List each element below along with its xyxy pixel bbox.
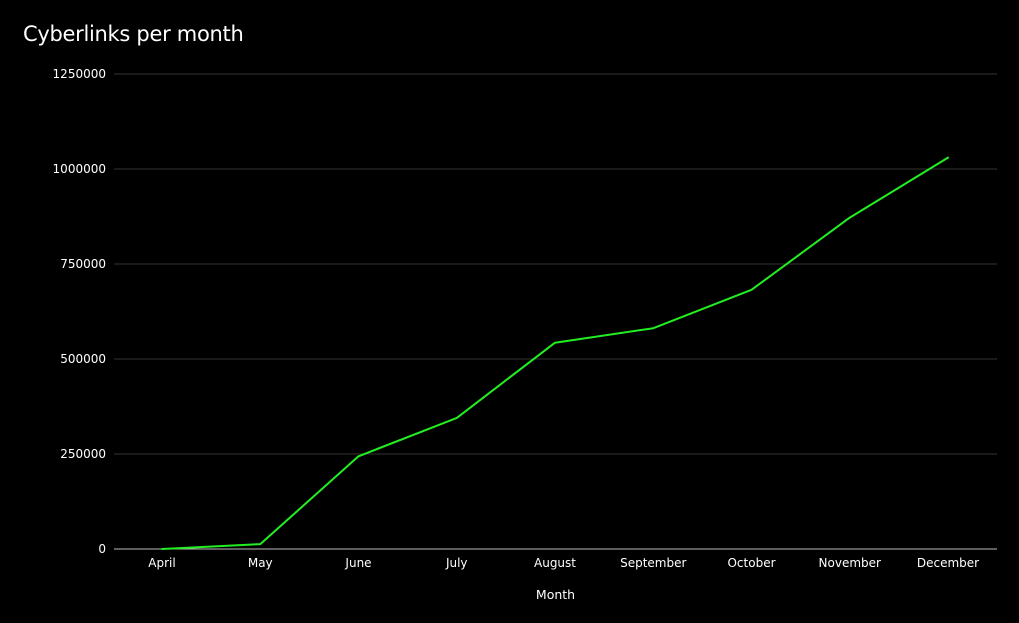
- x-tick-label: April: [148, 556, 175, 570]
- x-tick-label: June: [344, 556, 371, 570]
- y-tick-label: 1000000: [53, 162, 106, 176]
- x-tick-label: September: [620, 556, 686, 570]
- y-tick-label: 250000: [60, 447, 106, 461]
- x-tick-label: August: [534, 556, 576, 570]
- x-axis-label: Month: [536, 587, 575, 602]
- y-tick-label: 0: [98, 542, 106, 556]
- x-axis-tick-labels: April May June July August September October No…: [148, 556, 979, 570]
- x-tick-label: November: [819, 556, 881, 570]
- x-tick-label: October: [727, 556, 775, 570]
- gridlines: [114, 73, 997, 455]
- x-tick-label: July: [445, 556, 468, 570]
- x-tick-label: May: [248, 556, 273, 570]
- series-layer: [161, 156, 949, 550]
- y-tick-label: 750000: [60, 257, 106, 271]
- x-tick-label: December: [917, 556, 979, 570]
- y-tick-label: 500000: [60, 352, 106, 366]
- series-line: [161, 156, 949, 550]
- chart-title: Cyberlinks per month: [23, 22, 244, 46]
- y-tick-label: 1250000: [53, 67, 106, 81]
- y-axis-tick-labels: 0 250000 500000 750000 1000000 1250000: [53, 67, 106, 556]
